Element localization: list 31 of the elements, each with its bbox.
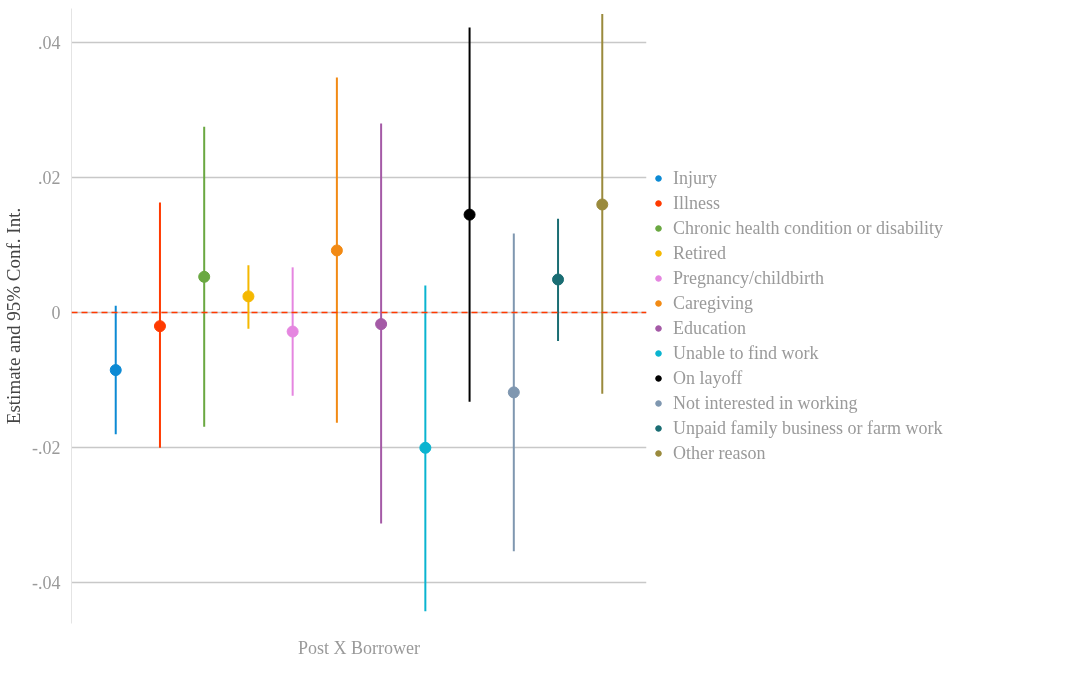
y-tick-label: -.04 [32,573,61,594]
point [419,441,432,454]
legend-label: Retired [673,242,726,264]
point [242,290,255,303]
y-tick-label: .04 [38,32,61,53]
legend-label: Not interested in working [673,392,858,414]
legend-label: Other reason [673,442,766,464]
legend-label: Unable to find work [673,342,819,364]
legend-label: Illness [673,192,720,214]
y-tick-label: -.02 [32,438,61,459]
point [198,270,211,283]
legend-label: Education [673,317,746,339]
point [507,386,520,399]
y-axis-title: Estimate and 95% Conf. Int. [3,207,25,425]
point [109,364,122,377]
point [463,208,476,221]
point [330,244,343,257]
legend-label: Injury [673,167,717,189]
point [596,198,609,211]
point [153,320,166,333]
y-tick-label: .02 [38,167,61,188]
text: Post X Borrower [298,637,420,658]
legend-label: On layoff [673,367,743,389]
point [375,318,388,331]
legend-label: Chronic health condition or disability [673,217,943,239]
legend-label: Caregiving [673,292,753,314]
point [286,325,299,338]
legend-label: Unpaid family business or farm work [673,417,943,439]
point [552,273,565,286]
legend-label: Pregnancy/childbirth [673,267,824,289]
y-tick-label: 0 [51,303,61,324]
